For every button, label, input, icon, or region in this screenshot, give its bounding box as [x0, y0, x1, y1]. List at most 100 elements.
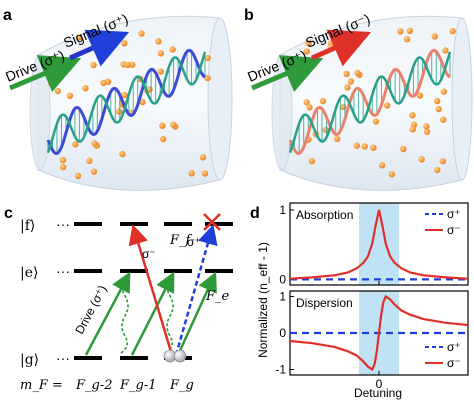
- dots-f: ···: [56, 216, 70, 232]
- helix-strand: [46, 48, 206, 155]
- atom: [121, 91, 128, 99]
- atom: [91, 140, 98, 147]
- panel-b-label: b: [244, 7, 254, 24]
- atom: [440, 88, 448, 95]
- dots-e: ···: [56, 263, 70, 279]
- helix-b: [288, 48, 452, 155]
- atom: [433, 97, 441, 105]
- atom: [354, 69, 361, 77]
- atom: [372, 118, 380, 125]
- atom: [100, 79, 107, 87]
- atom: [159, 122, 166, 129]
- atom: [204, 54, 211, 62]
- atom: [442, 47, 449, 54]
- atom: [340, 103, 347, 111]
- plot-title: Absorption: [296, 208, 353, 222]
- atom: [303, 99, 310, 106]
- atom: [157, 50, 165, 57]
- atom: [353, 142, 361, 149]
- atom: [204, 74, 211, 82]
- atom: [90, 168, 98, 175]
- atom: [435, 105, 442, 113]
- atom: [347, 78, 355, 85]
- resonance-band: [358, 203, 400, 285]
- level-f-label: |f⟩: [20, 218, 35, 234]
- legend-sigma-minus-label: σ⁻: [447, 223, 461, 237]
- legend-sigma-plus-label: σ⁺: [447, 207, 461, 221]
- atom: [409, 126, 416, 133]
- panel-d: d Normalized (n_eff - 1) Detuning 0 1 Abso…: [250, 202, 469, 400]
- x-tick-label: 0: [376, 377, 383, 391]
- sigma-minus-transition: σ⁻ F_f: [128, 224, 193, 356]
- panel-b: b Drive (σ⁺) Signal (σ⁻): [244, 7, 473, 191]
- atom: [121, 40, 128, 47]
- atom: [170, 121, 177, 128]
- atom: [418, 156, 425, 163]
- atom: [139, 98, 146, 106]
- atom: [406, 27, 414, 35]
- atom: [343, 70, 350, 78]
- atom: [370, 144, 377, 151]
- mf-value-3: F_g: [169, 378, 194, 393]
- plot-title: Dispersion: [296, 296, 353, 310]
- atom: [344, 84, 351, 91]
- sigma-minus-label: σ⁻: [142, 247, 156, 261]
- y-tick-label: 0: [279, 272, 286, 286]
- atom: [403, 36, 411, 43]
- atom: [201, 170, 209, 177]
- cylinder-a: [29, 15, 233, 191]
- series-sigma-minus-line: [289, 294, 469, 372]
- atom: [400, 145, 407, 153]
- atom: [308, 157, 316, 165]
- plot-dispersion: -1 0 1 Dispersion σ⁺ σ⁻ 0: [275, 289, 469, 391]
- atom: [319, 97, 327, 105]
- Fe-label: F_e: [205, 289, 230, 304]
- ground-atoms: [163, 349, 187, 363]
- y-tick-label: 1: [279, 203, 286, 217]
- y-tick-label: -1: [275, 363, 286, 377]
- atom: [449, 27, 456, 35]
- atom: [322, 126, 329, 133]
- sigma-plus-transition: σ⁺ F_e: [174, 213, 230, 356]
- y-axis-label: Normalized (n_eff - 1): [256, 242, 270, 358]
- atom: [119, 150, 126, 158]
- atom: [59, 163, 67, 171]
- panel-a-label: a: [3, 7, 12, 24]
- atom: [72, 141, 79, 148]
- atom: [383, 102, 391, 109]
- atom: [397, 28, 404, 35]
- atom: [159, 135, 167, 143]
- panel-d-label: d: [250, 205, 260, 222]
- atom: [434, 166, 441, 174]
- mf-value-1: F_g-2: [75, 378, 113, 393]
- decay-paths: [120, 275, 174, 354]
- atom: [361, 143, 368, 150]
- atom: [306, 104, 313, 111]
- y-tick-label: 0: [279, 326, 286, 340]
- panel-a: a Drive (σ⁺) Signal (σ⁺): [3, 7, 233, 191]
- forbidden-x-icon: [203, 213, 221, 231]
- atom: [378, 162, 386, 169]
- legend-sigma-plus-label: σ⁺: [447, 340, 461, 354]
- atom: [188, 170, 195, 177]
- atom: [423, 123, 430, 130]
- x-axis-label: Detuning: [354, 386, 402, 400]
- atom: [409, 112, 416, 119]
- atom: [388, 171, 396, 178]
- atom: [54, 87, 62, 95]
- atom: [74, 172, 82, 180]
- atom: [440, 116, 447, 123]
- series-sigma-minus-line: [289, 209, 469, 280]
- legend-sigma-minus-label: σ⁻: [447, 356, 461, 370]
- dots-g: ···: [56, 350, 70, 366]
- atom: [416, 92, 424, 99]
- atom: [138, 30, 145, 37]
- helix-a: [46, 48, 207, 155]
- plot-absorption: 0 1 Absorption σ⁺ σ⁻: [279, 202, 469, 286]
- atom: [155, 38, 162, 45]
- y-tick-label: 1: [279, 289, 286, 303]
- atom: [423, 128, 431, 135]
- atom: [75, 34, 83, 41]
- atom: [334, 135, 341, 143]
